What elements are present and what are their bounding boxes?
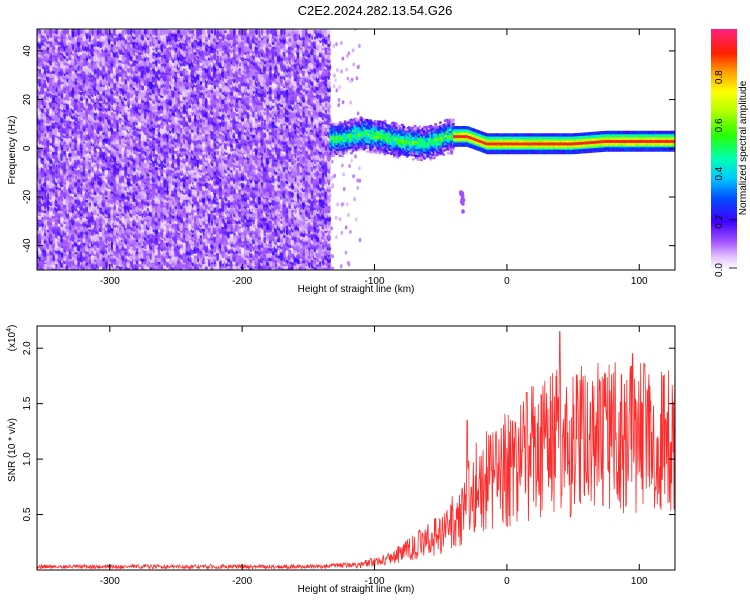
spectrogram-cell — [43, 45, 47, 50]
spectrogram-cell — [54, 166, 59, 170]
spectrogram-cell — [45, 40, 51, 45]
spectrogram-cell — [57, 79, 62, 86]
spectrogram-cell — [38, 29, 42, 34]
spectrogram-cell — [80, 241, 83, 246]
spectrogram-cell — [68, 201, 73, 205]
spectrogram-cell — [77, 185, 80, 189]
spectrogram-cell — [73, 221, 78, 228]
spectrogram-cell — [76, 93, 81, 98]
spectrogram-cell — [63, 149, 67, 155]
spectrogram-cell — [57, 150, 61, 154]
spectrogram-cell — [41, 238, 44, 243]
spectrogram-cell — [40, 219, 45, 225]
spectrogram-cell — [49, 29, 53, 35]
spectrogram-cell — [52, 54, 56, 58]
spectrogram-cell — [76, 142, 81, 146]
spectrogram-cell — [51, 99, 56, 104]
chart-title: C2E2.2024.282.13.54.G26 — [298, 3, 453, 18]
spectrogram-cell — [46, 253, 50, 261]
spectrogram-cell — [76, 161, 81, 165]
spectrogram-cell — [76, 72, 81, 77]
spectrogram-cell — [41, 29, 45, 36]
spectrogram-cell — [73, 29, 78, 36]
spectrogram-cell — [66, 75, 69, 80]
spectrogram-cell — [65, 29, 70, 35]
spectrogram-cell — [49, 198, 53, 203]
spectrogram-cell — [66, 195, 70, 200]
spectrogram-cell — [71, 233, 76, 237]
spectrogram-cell — [71, 193, 75, 197]
spectrogram-cell — [60, 214, 64, 218]
spectrogram-cell — [48, 230, 53, 235]
spectrogram-cell — [62, 29, 67, 35]
spectrogram-cell — [143, 29, 148, 35]
spectrogram-cell — [80, 238, 83, 243]
spectrogram-cell — [118, 29, 122, 34]
spectrogram-cell — [79, 206, 84, 211]
spectrogram-cell — [52, 30, 56, 34]
spectrogram-cell — [57, 214, 62, 219]
spectrogram-cell — [63, 97, 66, 101]
spectrogram-cell — [99, 29, 103, 35]
spectrogram-cell — [76, 187, 81, 193]
spectrogram-cells — [37, 29, 675, 270]
spectrogram-cell — [77, 241, 81, 245]
spectrogram-cell — [43, 265, 48, 269]
spectrogram-cell — [55, 164, 58, 168]
spectrogram-cell — [77, 169, 80, 173]
spectrogram-cell — [70, 148, 76, 151]
spectrogram-cell — [54, 29, 59, 35]
spectrogram-cell — [58, 29, 61, 36]
spectrogram-cell — [40, 209, 45, 213]
spectrogram-cell — [68, 211, 72, 216]
spectrogram-cell — [44, 177, 47, 181]
spectrogram-cell — [43, 37, 47, 42]
spectrogram-cell — [69, 29, 72, 36]
spectrogram-cell — [37, 222, 42, 227]
spectrogram-cell — [57, 148, 62, 151]
spectrogram-cell — [77, 48, 80, 53]
spectrogram-cell — [171, 29, 176, 34]
spectrogram-cell — [158, 56, 161, 61]
spectrogram-cell — [85, 29, 89, 34]
spectrogram-cell — [65, 150, 70, 155]
spectrogram-cell — [63, 98, 67, 104]
